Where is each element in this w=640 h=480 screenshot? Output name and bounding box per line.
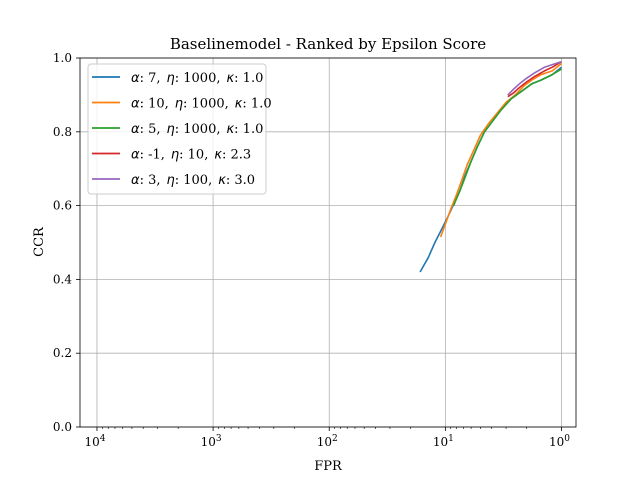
y-tick-label: 1.0: [53, 51, 72, 65]
legend-label: α: 7, η: 1000, κ: 1.0: [131, 71, 263, 86]
plot-frame: [79, 57, 577, 428]
series-line: [507, 60, 562, 96]
series-line: [439, 62, 563, 238]
legend-label: α: 5, η: 1000, κ: 1.0: [131, 122, 263, 137]
y-tick-label: 0.6: [53, 199, 72, 213]
legend-label: α: -1, η: 10, κ: 2.3: [131, 148, 251, 163]
y-ticks: 0.0 0.2 0.4 0.6 0.8 1.0: [53, 51, 80, 434]
legend-label: α: 3, η: 100, κ: 3.0: [131, 173, 255, 188]
x-tick-label: 101: [433, 434, 454, 449]
x-axis-label: FPR: [314, 459, 343, 474]
x-tick-label: 102: [317, 434, 338, 449]
legend-box: [87, 63, 267, 195]
x-ticks: 104 103 102 101 100: [84, 427, 570, 449]
chart-title: Baselinemodel - Ranked by Epsilon Score: [170, 35, 486, 53]
series-line: [507, 61, 562, 98]
y-tick-label: 0.2: [53, 346, 72, 360]
x-tick-label: 103: [201, 434, 222, 449]
x-tick-label: 104: [84, 434, 105, 449]
y-tick-label: 0.8: [53, 125, 72, 139]
x-tick-label: 100: [549, 434, 570, 449]
series-line: [419, 66, 563, 273]
y-axis-label: CCR: [32, 226, 47, 257]
legend-label: α: 10, η: 1000, κ: 1.0: [131, 97, 272, 112]
series-layer: [419, 60, 563, 273]
y-tick-label: 0.0: [53, 420, 72, 434]
y-tick-label: 0.4: [53, 272, 72, 286]
series-line: [452, 68, 562, 206]
legend: α: 7, η: 1000, κ: 1.0 α: 10, η: 1000, κ: 1.0 α…: [87, 63, 272, 195]
